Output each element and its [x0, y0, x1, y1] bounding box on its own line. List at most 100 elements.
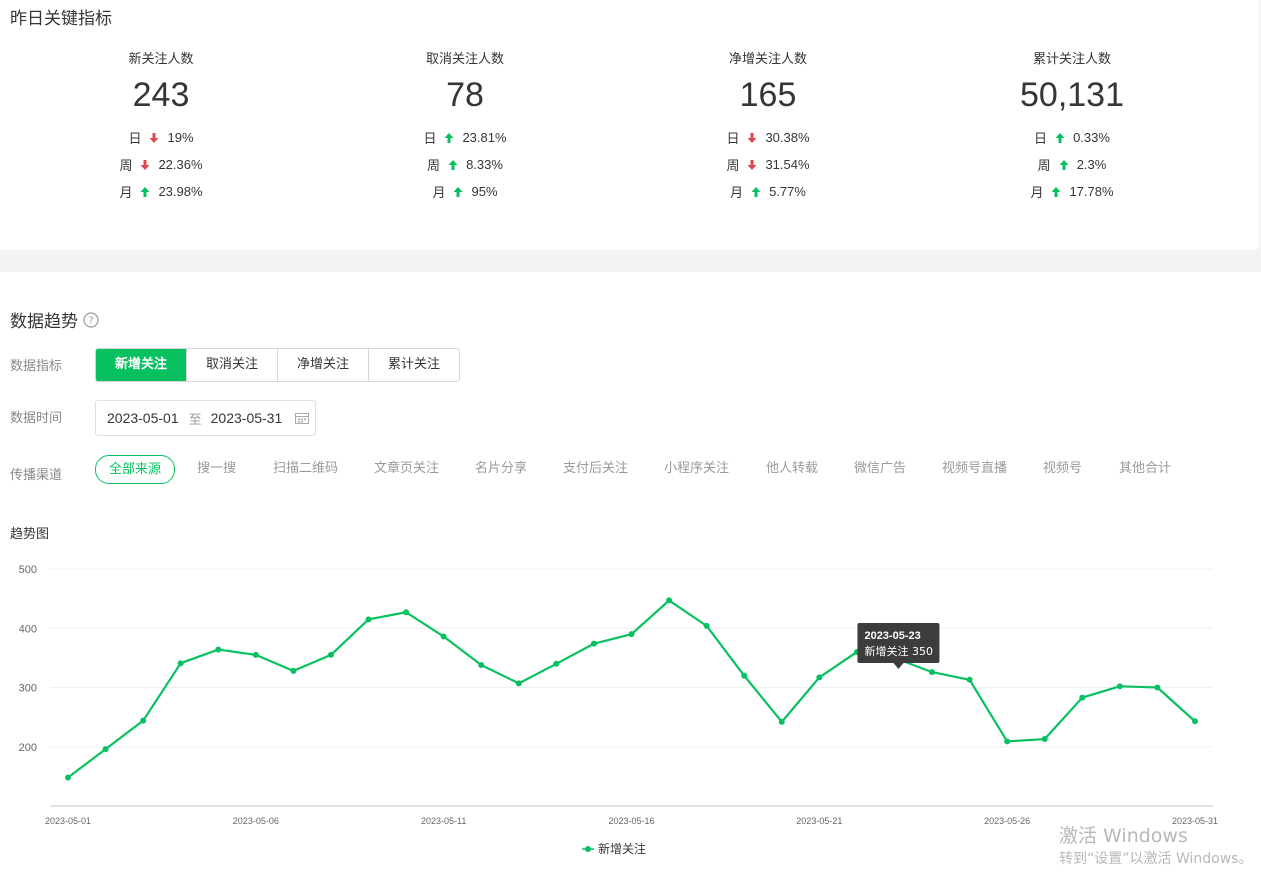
arrow-down-icon — [140, 159, 150, 171]
x-tick-label: 2023-05-26 — [984, 816, 1030, 826]
kpi-period-label: 日 — [726, 132, 740, 147]
kpi-change-percent: 5.77% — [769, 184, 806, 199]
data-point — [1192, 718, 1198, 725]
kpi-value: 165 — [739, 76, 797, 114]
calendar-icon[interactable] — [295, 412, 310, 424]
trend-title-text: 数据趋势 — [10, 312, 78, 332]
data-point — [365, 616, 372, 623]
arrow-up-icon — [453, 186, 463, 198]
data-point — [703, 622, 710, 629]
kpi-change-row: 月 5.77% — [658, 178, 878, 205]
channel-tab[interactable]: 名片分享 — [475, 461, 528, 476]
data-point — [215, 646, 222, 653]
arrow-up-icon — [140, 186, 150, 198]
arrow-down-icon — [747, 159, 757, 171]
metric-option[interactable]: 累计关注 — [368, 349, 459, 381]
kpi-change-row: 月 17.78% — [962, 178, 1182, 205]
data-point — [515, 680, 522, 687]
metric-selector: 新增关注 取消关注 净增关注 累计关注 — [95, 348, 460, 382]
legend-marker — [585, 846, 591, 852]
arrow-up-icon — [1055, 132, 1065, 144]
channel-label: 传播渠道 — [10, 468, 63, 483]
data-point — [929, 669, 936, 676]
y-tick-label: 500 — [19, 564, 37, 576]
svg-text:?: ? — [88, 315, 93, 326]
y-tick-label: 200 — [19, 742, 37, 754]
data-point — [778, 718, 785, 725]
kpi-label: 净增关注人数 — [728, 52, 807, 67]
data-point — [741, 672, 748, 679]
tooltip-value: 新增关注 350 — [864, 644, 933, 658]
metric-option[interactable]: 取消关注 — [186, 349, 277, 381]
arrow-up-icon — [1059, 159, 1069, 171]
kpi-period-label: 周 — [1037, 159, 1051, 174]
channel-tab[interactable]: 全部来源 — [95, 455, 176, 484]
channel-tab[interactable]: 视频号 — [1043, 461, 1083, 476]
data-point — [252, 651, 259, 658]
trend-title: 数据趋势 ? — [10, 307, 99, 332]
kpi-change-percent: 31.54% — [765, 157, 810, 172]
data-point — [1154, 684, 1161, 691]
channel-tab[interactable]: 支付后关注 — [563, 461, 629, 476]
kpi-block: 取消关注人数 78 日 23.81% 周 8.33% 月 95% — [355, 50, 575, 205]
kpi-change-row: 月 95% — [355, 178, 575, 205]
data-point — [966, 676, 973, 683]
arrow-up-icon — [444, 132, 454, 144]
kpi-period-label: 月 — [119, 186, 133, 201]
kpi-block: 新关注人数 243 日 19% 周 22.36% 月 23.98% — [51, 50, 271, 205]
tooltip-pointer — [893, 663, 904, 669]
kpi-period-label: 日 — [128, 132, 142, 147]
channel-tab[interactable]: 小程序关注 — [664, 461, 730, 476]
arrow-up-icon — [448, 159, 458, 171]
kpi-change-percent: 19% — [167, 130, 194, 145]
date-range-picker[interactable]: 2023-05-01 至 2023-05-31 — [95, 400, 316, 436]
x-tick-label: 2023-05-16 — [608, 816, 654, 826]
data-point — [1041, 736, 1048, 743]
channel-tab[interactable]: 扫描二维码 — [273, 461, 339, 476]
channel-tab[interactable]: 微信广告 — [854, 461, 907, 476]
channel-tab[interactable]: 他人转载 — [766, 461, 819, 476]
x-tick-label: 2023-05-01 — [45, 816, 91, 826]
time-label: 数据时间 — [10, 411, 63, 426]
data-point — [177, 660, 184, 667]
data-point — [590, 640, 597, 647]
chart-title: 趋势图 — [10, 527, 50, 542]
x-tick-label: 2023-05-06 — [233, 816, 279, 826]
data-point — [1004, 738, 1011, 745]
data-point — [666, 597, 673, 604]
kpi-period-label: 月 — [730, 186, 744, 201]
date-start[interactable]: 2023-05-01 — [107, 410, 179, 426]
x-tick-label: 2023-05-21 — [796, 816, 842, 826]
kpi-change-percent: 22.36% — [158, 157, 203, 172]
kpi-change-row: 日 19% — [51, 124, 271, 151]
channel-tab[interactable]: 搜一搜 — [197, 461, 237, 476]
legend-label: 新增关注 — [598, 841, 646, 856]
kpi-change-percent: 23.98% — [158, 184, 203, 199]
kpi-block: 累计关注人数 50,131 日 0.33% 周 2.3% 月 17.78% — [962, 50, 1182, 205]
data-point — [1079, 694, 1086, 701]
kpi-value: 50,131 — [1020, 76, 1124, 114]
question-circle-icon[interactable]: ? — [83, 311, 99, 328]
kpi-label: 累计关注人数 — [1032, 52, 1111, 67]
kpi-change-row: 周 8.33% — [355, 151, 575, 178]
metric-option[interactable]: 新增关注 — [96, 349, 186, 381]
y-tick-label: 300 — [19, 683, 37, 695]
series-line — [67, 599, 1196, 779]
channel-tab[interactable]: 文章页关注 — [374, 461, 440, 476]
kpi-change-percent: 30.38% — [765, 130, 810, 145]
kpi-change-row: 日 23.81% — [355, 124, 575, 151]
kpi-change-row: 日 30.38% — [658, 124, 878, 151]
kpi-period-label: 日 — [423, 132, 437, 147]
activation-watermark-hint: 转到“设置”以激活 Windows。 — [1059, 851, 1253, 867]
channel-tab[interactable]: 视频号直播 — [942, 461, 1008, 476]
kpi-period-label: 周 — [726, 159, 740, 174]
date-end[interactable]: 2023-05-31 — [210, 410, 283, 426]
overview-title: 昨日关键指标 — [10, 9, 112, 29]
data-point — [440, 633, 447, 640]
kpi-change-percent: 95% — [471, 184, 498, 199]
data-point — [403, 609, 410, 616]
kpi-value: 78 — [446, 76, 484, 114]
metric-option[interactable]: 净增关注 — [277, 349, 368, 381]
data-point — [816, 674, 823, 681]
channel-tab[interactable]: 其他合计 — [1119, 461, 1172, 476]
